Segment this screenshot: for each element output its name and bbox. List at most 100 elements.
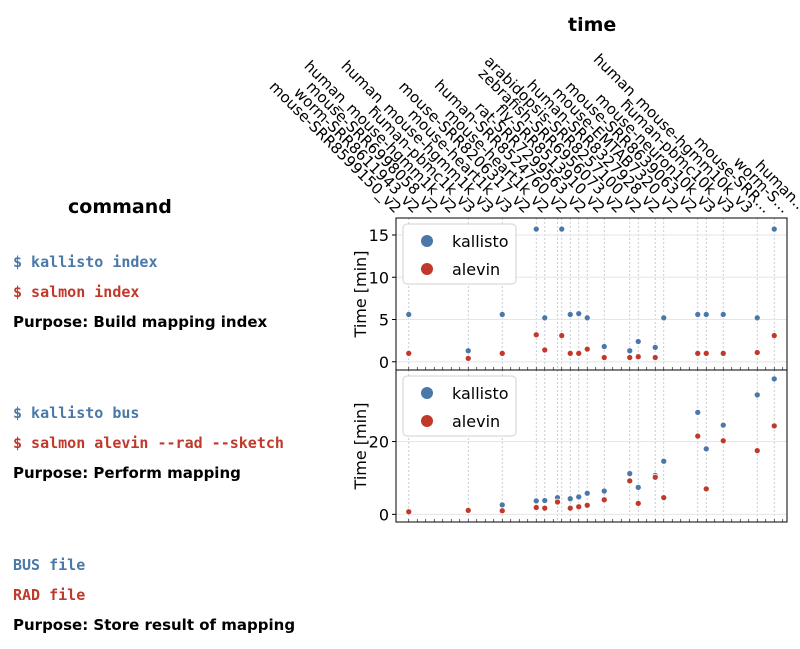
bus-file-label: BUS file bbox=[13, 556, 86, 574]
kallisto-point bbox=[532, 225, 540, 233]
kallisto-point bbox=[583, 314, 591, 322]
alevin-point bbox=[753, 447, 761, 454]
kallisto-point bbox=[541, 314, 549, 322]
kallisto-bus-command: $ kallisto bus bbox=[13, 404, 140, 422]
alevin-point bbox=[541, 504, 549, 512]
alevin-point bbox=[770, 422, 778, 430]
alevin-point bbox=[770, 332, 778, 339]
kallisto-point bbox=[634, 338, 642, 345]
alevin-point bbox=[702, 485, 710, 493]
alevin-point bbox=[498, 349, 506, 357]
alevin-point bbox=[719, 349, 727, 357]
kallisto-point bbox=[651, 344, 659, 351]
kallisto-point bbox=[405, 311, 413, 318]
alevin-point bbox=[626, 477, 634, 485]
y-axis-label: Time [min] bbox=[351, 403, 370, 491]
command-heading: command bbox=[68, 196, 172, 218]
alevin-point bbox=[719, 437, 727, 445]
kallisto-point bbox=[532, 497, 540, 505]
salmon-alevin-command: $ salmon alevin --rad --sketch bbox=[13, 434, 284, 452]
alevin-point bbox=[532, 331, 540, 339]
kallisto-point bbox=[575, 493, 583, 501]
legend-marker-kallisto bbox=[421, 387, 433, 399]
time-heading: time bbox=[568, 14, 617, 36]
kallisto-point bbox=[634, 484, 642, 491]
kallisto-point bbox=[583, 489, 591, 497]
kallisto-point bbox=[694, 311, 702, 318]
alevin-point bbox=[566, 349, 574, 357]
rad-file-label: RAD file bbox=[13, 586, 86, 604]
alevin-point bbox=[541, 346, 549, 354]
axes-frame bbox=[395, 369, 788, 523]
kallisto-point bbox=[770, 375, 778, 383]
kallisto-point bbox=[719, 421, 727, 429]
legend-label-alevin: alevin bbox=[452, 260, 500, 279]
kallisto-point bbox=[626, 347, 634, 355]
kallisto-point bbox=[575, 310, 583, 317]
kallisto-point bbox=[541, 497, 549, 504]
kallisto-point bbox=[770, 225, 778, 233]
kallisto-point bbox=[566, 311, 574, 318]
alevin-point bbox=[634, 353, 642, 361]
kallisto-point bbox=[660, 314, 668, 322]
legend-label-alevin: alevin bbox=[452, 412, 500, 431]
alevin-point bbox=[575, 349, 583, 357]
kallisto-point bbox=[600, 487, 608, 495]
alevin-point bbox=[702, 349, 710, 357]
alevin-point bbox=[694, 349, 702, 357]
y-tick-label: 15 bbox=[369, 226, 389, 245]
alevin-point bbox=[600, 496, 608, 504]
purpose-index: Purpose: Build mapping index bbox=[13, 313, 268, 331]
legend-marker-alevin bbox=[421, 415, 433, 427]
kallisto-point bbox=[566, 495, 574, 503]
alevin-point bbox=[554, 498, 561, 506]
alevin-point bbox=[464, 355, 472, 362]
alevin-point bbox=[651, 473, 659, 481]
kallisto-point bbox=[702, 311, 710, 318]
alevin-point bbox=[651, 354, 659, 361]
alevin-point bbox=[532, 504, 540, 511]
alevin-point bbox=[575, 503, 583, 511]
kallisto-point bbox=[660, 457, 668, 465]
alevin-point bbox=[566, 504, 574, 512]
y-tick-label: 10 bbox=[369, 268, 389, 287]
y-tick-label: 0 bbox=[379, 505, 389, 524]
alevin-point bbox=[634, 500, 642, 507]
alevin-point bbox=[405, 508, 413, 516]
legend-label-kallisto: kallisto bbox=[452, 384, 509, 403]
legend-marker-alevin bbox=[421, 263, 433, 275]
y-tick-label: 5 bbox=[379, 311, 389, 330]
alevin-point bbox=[694, 432, 702, 440]
y-axis-label: Time [min] bbox=[351, 251, 370, 339]
kallisto-point bbox=[498, 501, 506, 509]
alevin-point bbox=[405, 349, 413, 357]
kallisto-point bbox=[498, 311, 506, 318]
alevin-point bbox=[660, 494, 668, 501]
alevin-point bbox=[626, 354, 634, 361]
kallisto-point bbox=[719, 311, 727, 318]
kallisto-point bbox=[694, 409, 702, 416]
salmon-index-command: $ salmon index bbox=[13, 283, 140, 301]
legend-label-kallisto: kallisto bbox=[452, 232, 509, 251]
legend-marker-kallisto bbox=[421, 235, 433, 247]
alevin-point bbox=[583, 501, 591, 509]
alevin-point bbox=[558, 332, 566, 339]
kallisto-point bbox=[753, 314, 761, 322]
alevin-point bbox=[464, 507, 472, 514]
kallisto-point bbox=[600, 343, 608, 350]
y-tick-label: 0 bbox=[379, 353, 389, 372]
alevin-point bbox=[600, 354, 608, 361]
alevin-point bbox=[583, 345, 591, 353]
kallisto-point bbox=[753, 391, 761, 399]
kallisto-index-command: $ kallisto index bbox=[13, 253, 158, 271]
purpose-mapping: Purpose: Perform mapping bbox=[13, 464, 241, 482]
purpose-store: Purpose: Store result of mapping bbox=[13, 616, 296, 634]
kallisto-point bbox=[464, 347, 472, 355]
alevin-point bbox=[753, 349, 761, 356]
kallisto-point bbox=[558, 225, 566, 233]
y-tick-label: 20 bbox=[369, 433, 389, 452]
kallisto-point bbox=[702, 445, 710, 453]
alevin-point bbox=[498, 507, 506, 515]
kallisto-point bbox=[626, 470, 634, 477]
